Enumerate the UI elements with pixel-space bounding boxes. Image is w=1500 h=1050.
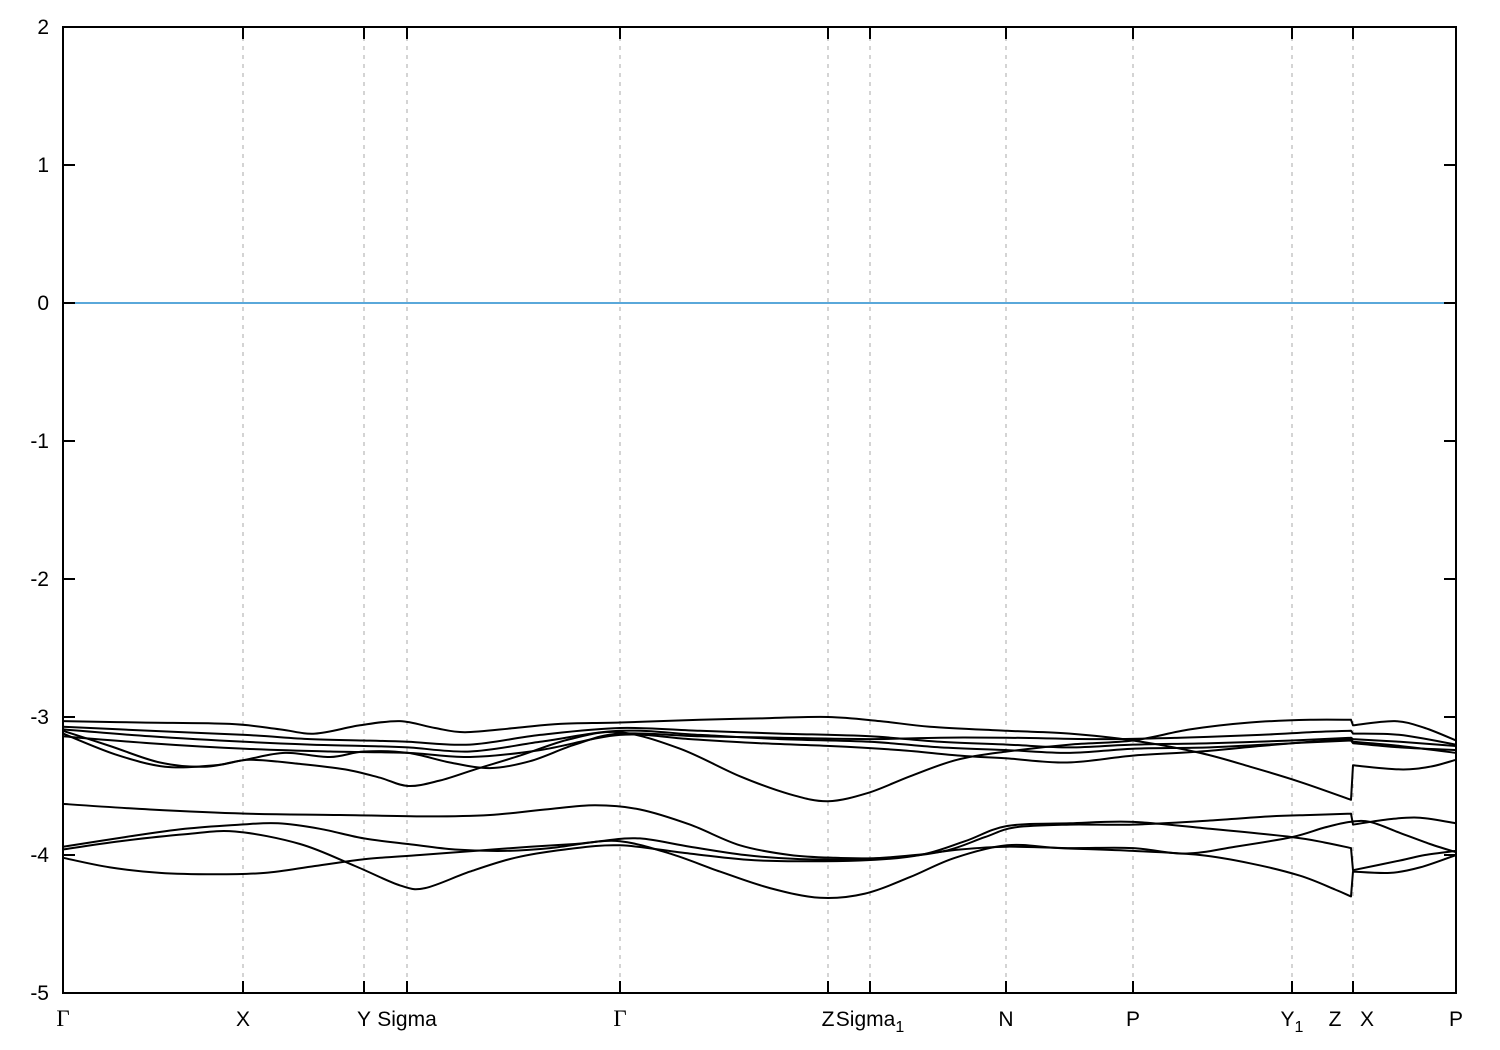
- y-tick-label: -1: [30, 430, 49, 453]
- band-6-curve: [62, 733, 1457, 764]
- y-tick-label: -5: [30, 982, 49, 1005]
- kpoint-label: Sigma1: [836, 1008, 905, 1036]
- y-tick-label: -4: [30, 844, 49, 867]
- y-tick-label: -2: [30, 568, 49, 591]
- kpoint-label: Γ: [56, 1006, 69, 1031]
- band-10-curve: [62, 839, 1457, 900]
- band-7-curve: [62, 802, 1457, 860]
- kpoint-label: P: [1126, 1008, 1140, 1031]
- kpoint-label: Γ: [613, 1006, 626, 1031]
- kpoint-label: Y: [357, 1008, 371, 1031]
- y-tick-label: 2: [37, 16, 49, 39]
- y-tick-label: -3: [30, 706, 49, 729]
- kpoint-label: Z: [1329, 1008, 1342, 1031]
- kpoint-label: Z: [822, 1008, 835, 1031]
- band-1-curve: [62, 715, 1457, 801]
- plot-border: [62, 26, 1457, 994]
- band-5-curve: [62, 718, 1457, 803]
- band-8-curve: [62, 819, 1457, 861]
- kpoint-label: N: [998, 1008, 1013, 1031]
- band-2-curve: [62, 725, 1457, 749]
- kpoint-label: X: [1360, 1008, 1374, 1031]
- kpoint-label: Y1: [1281, 1008, 1304, 1036]
- y-tick-label: 1: [37, 154, 49, 177]
- kpoint-label: P: [1449, 1008, 1463, 1031]
- band-9-curve: [62, 820, 1457, 891]
- kpoint-label: X: [236, 1008, 250, 1031]
- kpoint-label: Sigma: [377, 1008, 437, 1031]
- y-tick-label: 0: [37, 292, 49, 315]
